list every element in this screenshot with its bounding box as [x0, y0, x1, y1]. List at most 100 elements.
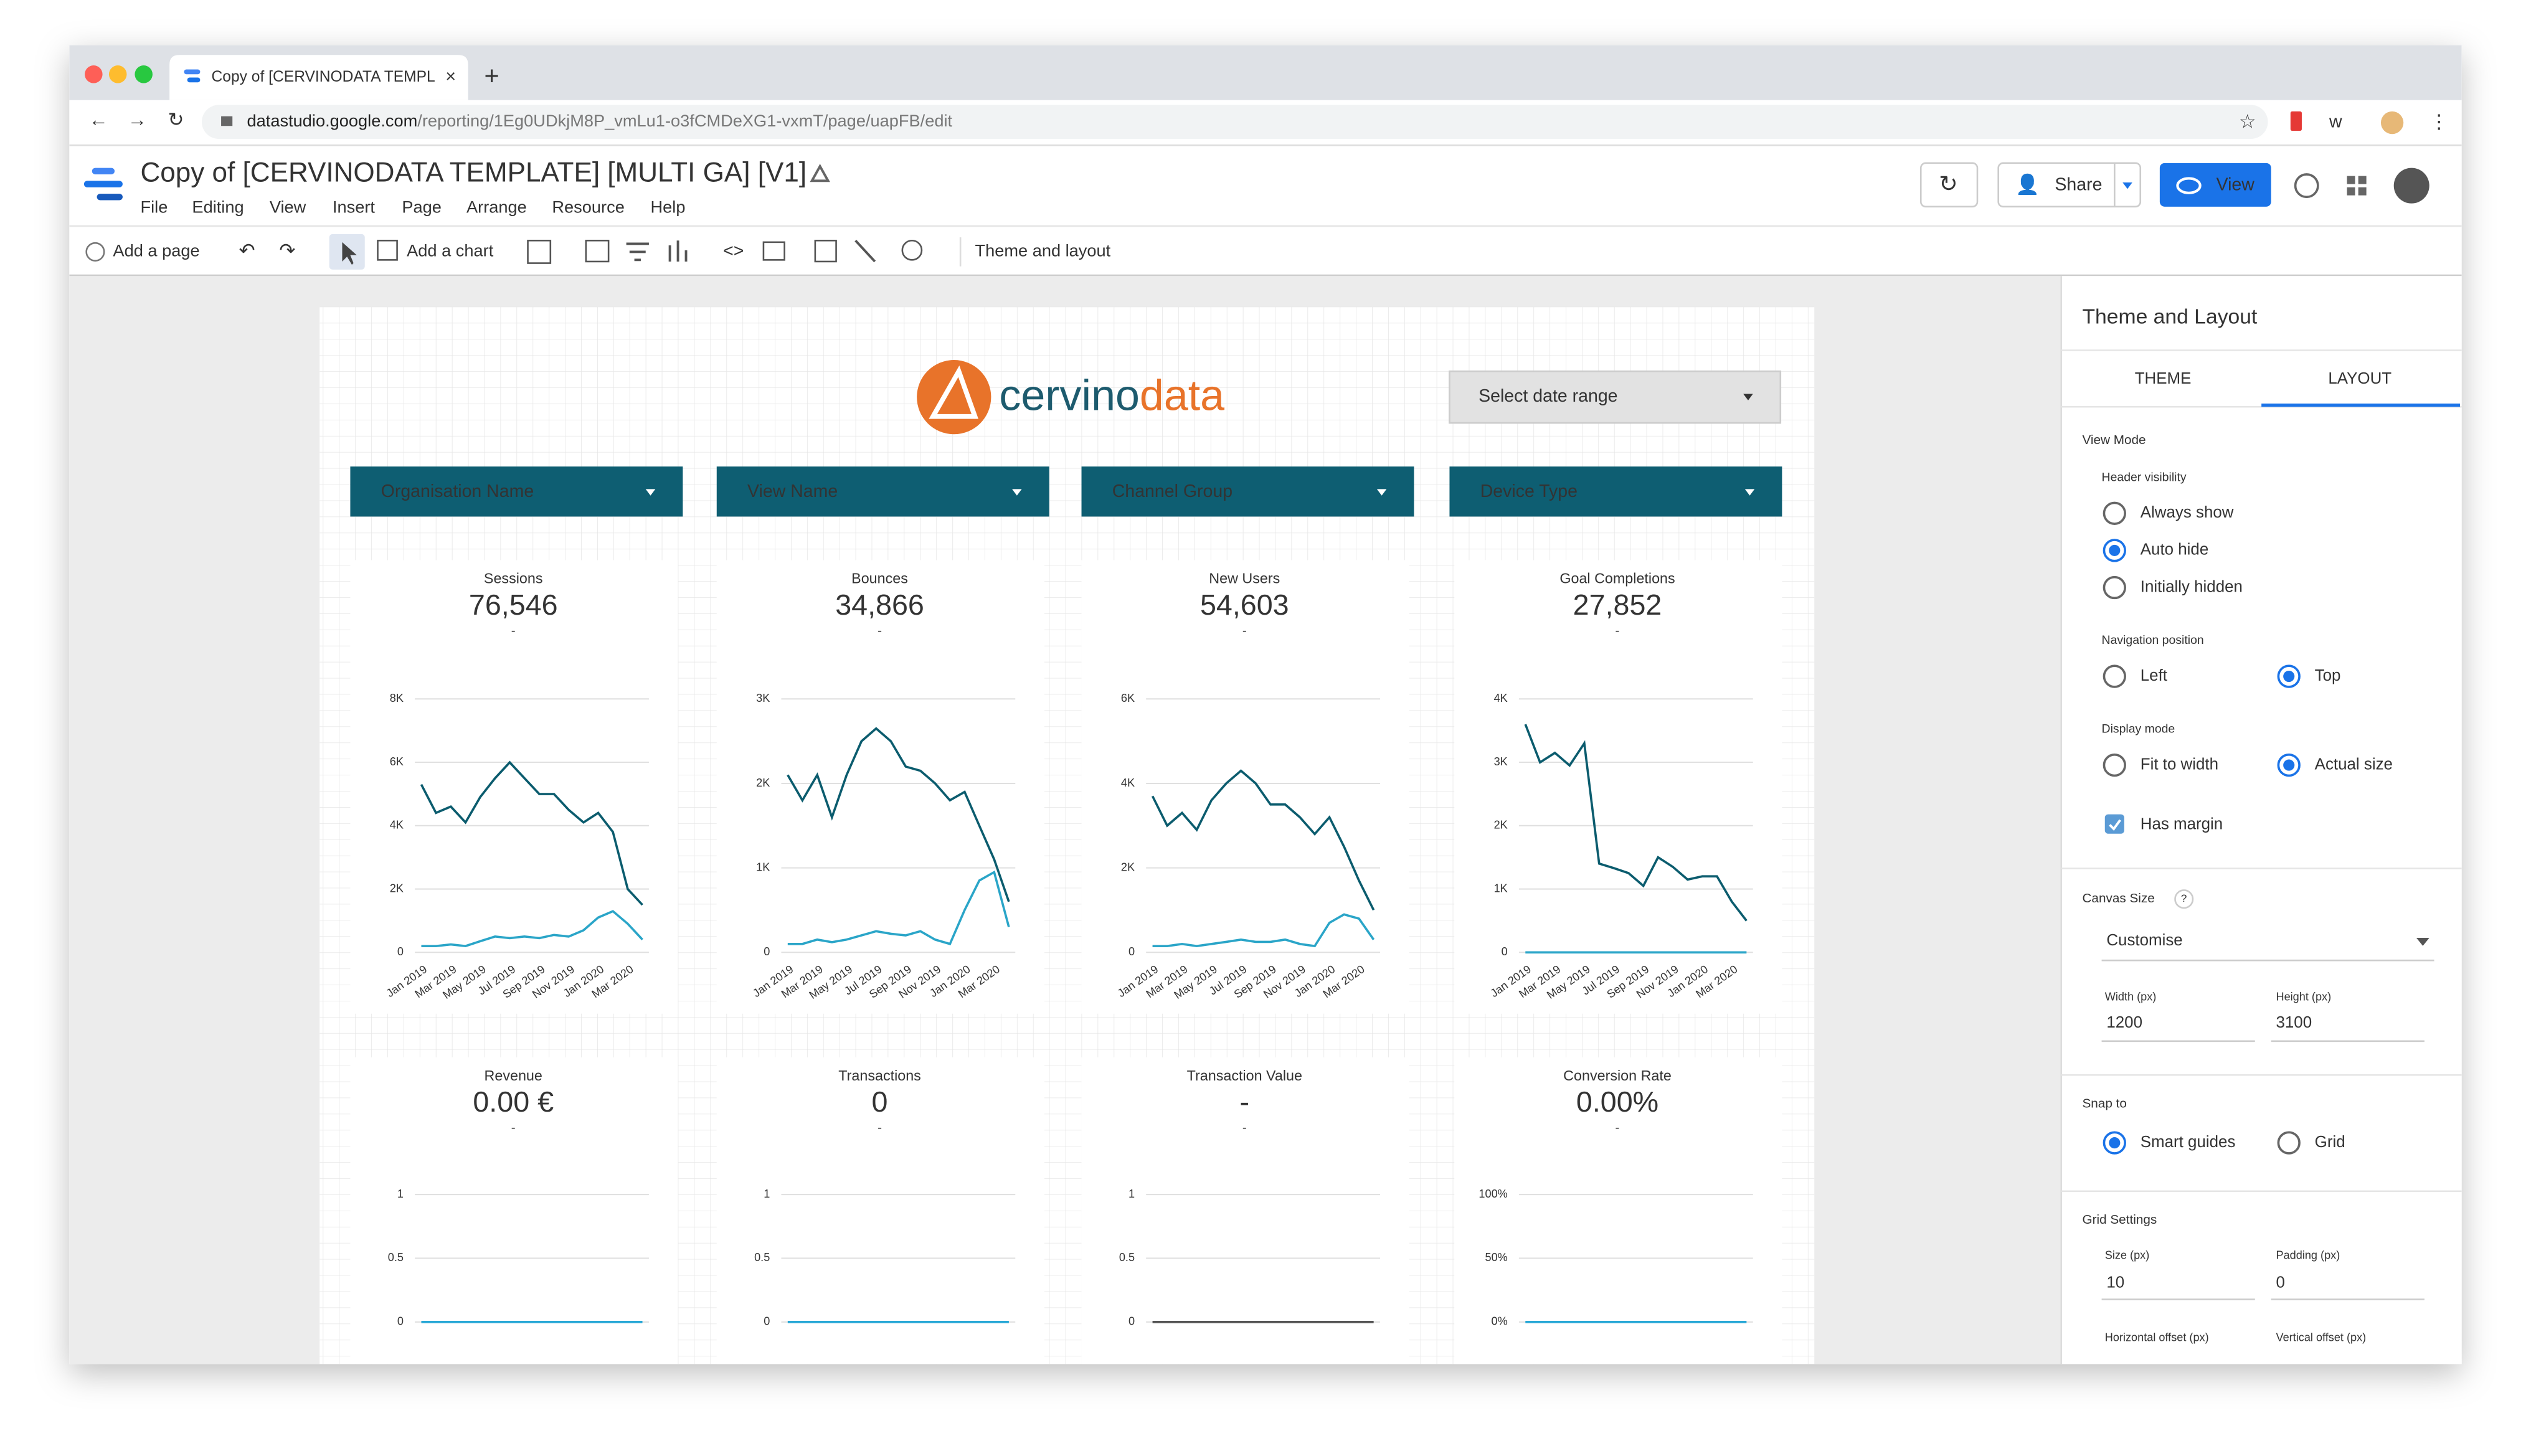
menu-item[interactable]: Resource — [552, 197, 624, 217]
back[interactable]: ← — [89, 109, 108, 131]
theme-layout[interactable]: Theme and layout — [975, 241, 1110, 260]
redo[interactable]: ↷ — [279, 240, 295, 262]
date-range[interactable] — [1449, 370, 1782, 424]
side-panel — [2061, 276, 2462, 1364]
scorecard-label: Bounces — [851, 570, 908, 587]
extension[interactable] — [2290, 111, 2302, 131]
bookmark[interactable]: ☆ — [2239, 110, 2256, 132]
tab[interactable] — [169, 55, 468, 100]
url: datastudio.google.com/reporting/1Eg0UDkj… — [247, 111, 953, 130]
filter-control[interactable] — [1081, 466, 1414, 517]
radio-label: Always show — [2141, 504, 2234, 521]
apps[interactable] — [2347, 176, 2367, 196]
close[interactable] — [85, 65, 103, 83]
panel-label: Padding (px) — [2276, 1249, 2340, 1261]
radio-label: Top — [2315, 667, 2341, 684]
view-button[interactable] — [2159, 163, 2271, 207]
series-line — [787, 727, 1010, 902]
menu-item[interactable]: Page — [402, 197, 442, 217]
forward[interactable]: → — [128, 109, 147, 131]
y-tick-label: 2K — [756, 777, 770, 789]
y-tick-label: 6K — [390, 755, 404, 768]
radio[interactable] — [2103, 501, 2126, 525]
menu-item[interactable]: Insert — [333, 197, 375, 217]
profile[interactable] — [2380, 111, 2404, 135]
y-tick-label: 2K — [390, 882, 404, 894]
text-tool[interactable] — [814, 239, 837, 263]
y-tick-label: 0.5 — [388, 1251, 404, 1264]
scorecard — [350, 1057, 678, 1364]
maximize[interactable] — [135, 65, 153, 83]
y-tick-label: 3K — [756, 692, 770, 704]
checkbox[interactable] — [2104, 814, 2124, 834]
y-tick-label: 1K — [756, 861, 770, 873]
undo[interactable]: ↶ — [239, 240, 255, 262]
canvas: cervinodata Select date range Organisati… — [69, 276, 2061, 1364]
menu-item[interactable]: File — [140, 197, 168, 217]
help[interactable] — [2294, 173, 2319, 199]
radio[interactable] — [2103, 753, 2126, 777]
shape-tool[interactable] — [901, 239, 923, 261]
scorecard-label: Conversion Rate — [1563, 1067, 1672, 1084]
menu-item[interactable]: Editing — [192, 197, 244, 217]
y-tick-label: 1K — [1494, 882, 1508, 894]
tab-close[interactable]: × — [445, 67, 456, 87]
panel-tab[interactable]: LAYOUT — [2328, 370, 2391, 387]
scorecard-value: 27,852 — [1573, 589, 1662, 621]
scorecard-delta: - — [878, 623, 882, 638]
extension[interactable]: w — [2329, 112, 2342, 132]
panel-label: Navigation position — [2102, 633, 2204, 647]
embed-tool[interactable]: <> — [723, 241, 744, 261]
radio-dot — [2109, 1137, 2121, 1149]
menu-item[interactable]: Arrange — [466, 197, 527, 217]
add-chart[interactable]: Add a chart — [407, 241, 494, 260]
avatar[interactable] — [2393, 168, 2429, 204]
y-tick-label: 0 — [764, 945, 770, 958]
dropdown-arrow[interactable] — [2416, 937, 2429, 946]
address-bar[interactable] — [201, 105, 2268, 139]
scorecard-label: New Users — [1209, 570, 1280, 587]
refresh-button[interactable] — [1919, 162, 1979, 208]
y-tick-label: 0 — [397, 945, 404, 958]
add-page[interactable]: Add a page — [113, 241, 199, 260]
reload[interactable]: ↻ — [168, 109, 184, 131]
filter-control[interactable] — [350, 466, 683, 517]
filter-control[interactable] — [716, 466, 1049, 517]
y-tick-label: 0 — [397, 1315, 404, 1328]
minimize[interactable] — [108, 65, 127, 83]
share-arrow[interactable] — [2122, 182, 2132, 189]
menu-item[interactable]: View — [270, 197, 306, 217]
y-tick-label: 0.5 — [754, 1251, 770, 1264]
check — [2109, 819, 2121, 831]
controls[interactable] — [527, 239, 552, 264]
filter-control[interactable] — [1449, 466, 1782, 517]
scorecard-delta: - — [1242, 623, 1247, 638]
radio[interactable] — [2103, 664, 2126, 688]
y-tick-label: 8K — [390, 692, 404, 704]
filter-tool[interactable] — [626, 242, 649, 262]
scorecard — [1081, 1057, 1409, 1364]
report-title[interactable]: Copy of [CERVINODATA TEMPLATE] [MULTI GA… — [140, 158, 807, 188]
scorecard-value: 76,546 — [469, 589, 558, 621]
scorecard-delta: - — [1616, 1120, 1620, 1135]
data-tool[interactable] — [668, 240, 688, 262]
filter-arrow — [1744, 489, 1755, 496]
radio[interactable] — [2277, 1131, 2301, 1155]
panel-tab[interactable]: THEME — [2135, 370, 2192, 387]
menu[interactable]: ⋮ — [2429, 110, 2449, 132]
new-tab[interactable]: + — [485, 60, 499, 90]
add-page-icon — [85, 242, 105, 262]
share-button[interactable] — [1997, 162, 2142, 208]
image-tool[interactable] — [762, 241, 785, 261]
panel-label: Canvas Size — [2082, 891, 2154, 905]
line-tool[interactable] — [854, 239, 876, 263]
menu-item[interactable]: Help — [651, 197, 686, 217]
radio[interactable] — [2103, 575, 2126, 600]
radio-label: Grid — [2315, 1133, 2345, 1151]
input-value: 3100 — [2276, 1014, 2312, 1031]
date-tool[interactable] — [585, 239, 610, 263]
dropdown-value: Customise — [2106, 932, 2182, 949]
filter-arrow — [1376, 489, 1387, 496]
scorecard — [716, 1057, 1044, 1364]
